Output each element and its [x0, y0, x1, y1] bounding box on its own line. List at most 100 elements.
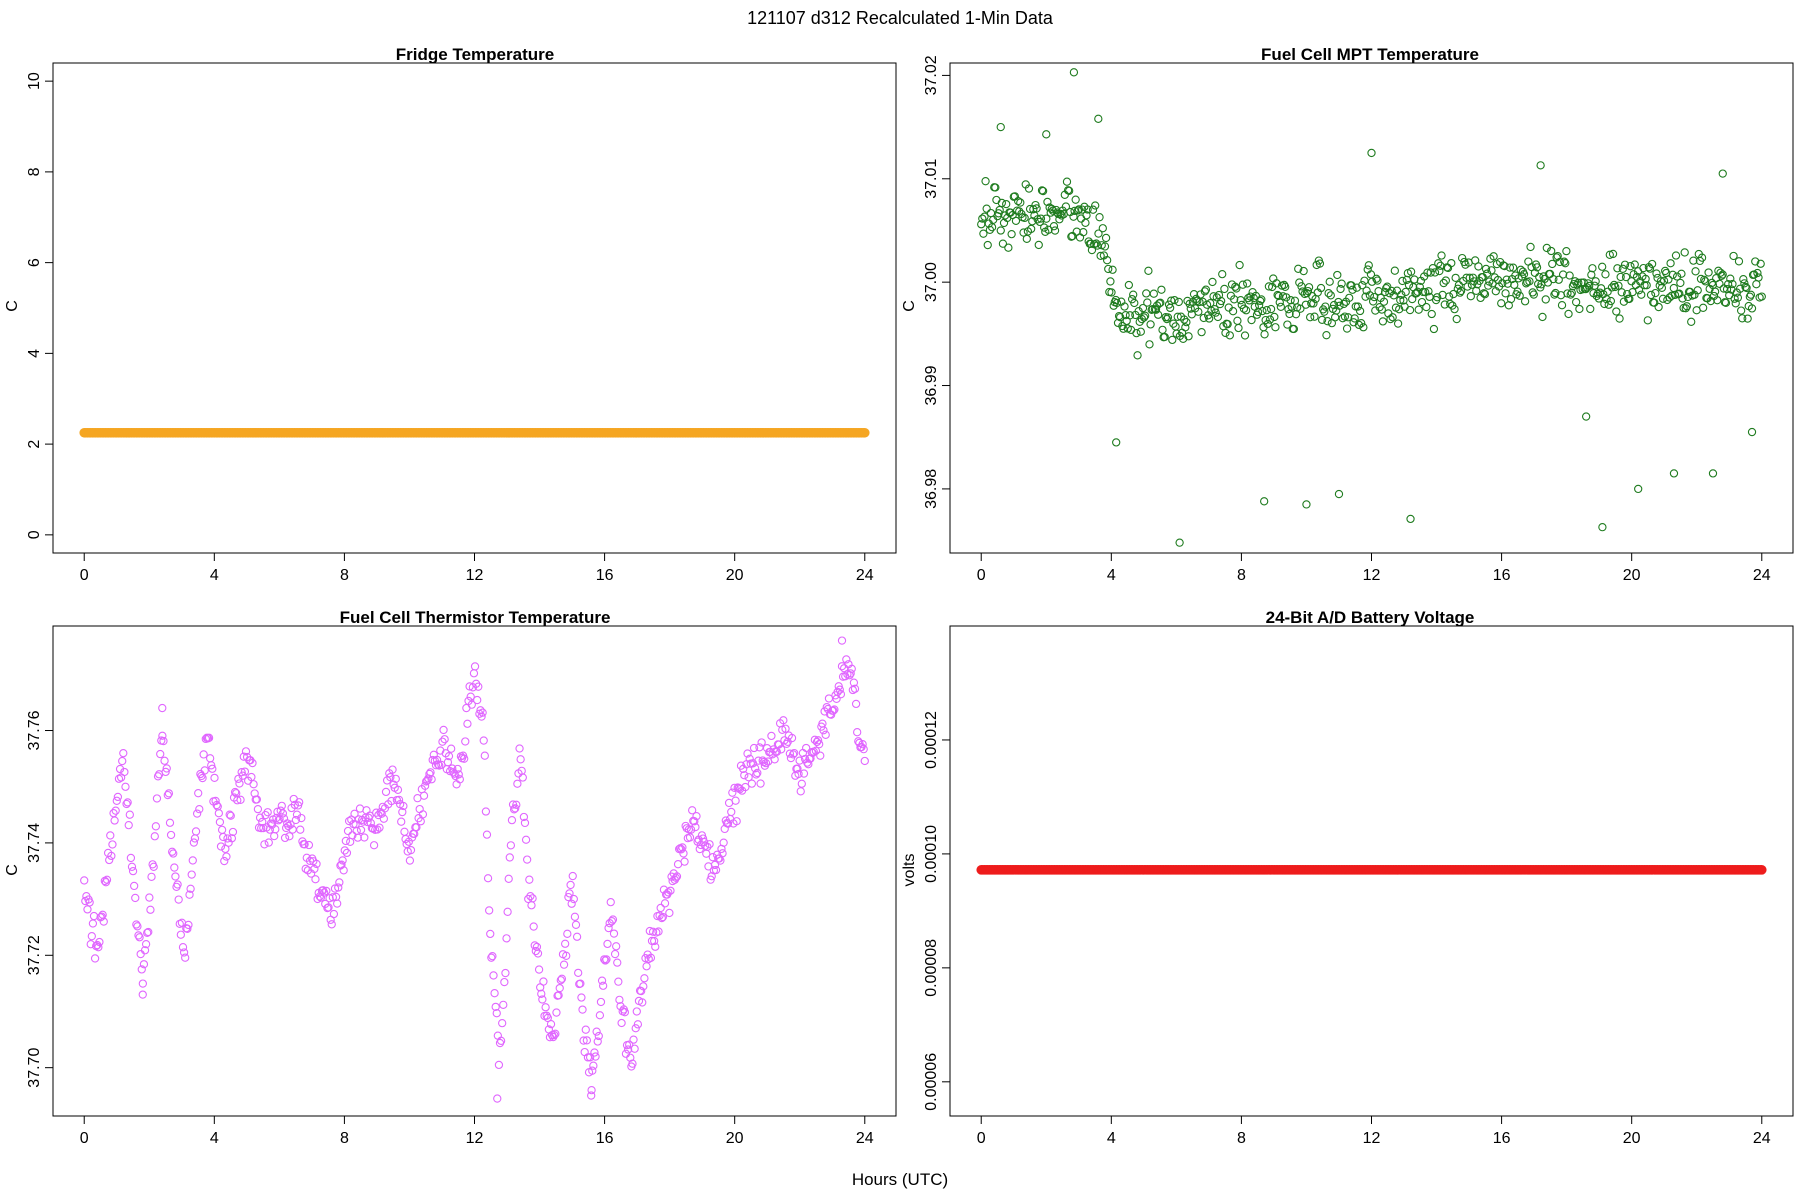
data-point: [1081, 218, 1090, 227]
data-point: [328, 893, 337, 902]
data-point: [418, 810, 428, 819]
x-tick-label: 0: [977, 567, 986, 584]
data-point: [1114, 311, 1124, 321]
data-point: [741, 782, 750, 792]
data-point: [564, 892, 573, 902]
data-point: [220, 856, 229, 866]
data-point: [1071, 195, 1080, 204]
data-point: [538, 995, 547, 1004]
data-point: [463, 719, 472, 728]
data-point: [1241, 306, 1251, 315]
data-point: [1075, 233, 1085, 242]
data-point: [341, 836, 350, 846]
data-point: [1100, 242, 1110, 251]
data-point: [569, 894, 578, 904]
data-point: [664, 888, 673, 897]
data-point: [1236, 296, 1245, 305]
data-point: [1505, 263, 1515, 272]
data-point: [1020, 213, 1029, 223]
data-point: [858, 740, 867, 749]
data-point: [1710, 287, 1720, 296]
data-point: [816, 751, 825, 760]
panel-title: Fuel Cell MPT Temperature: [1261, 45, 1479, 64]
data-point: [1050, 226, 1060, 235]
data-point: [819, 726, 828, 735]
data-point: [859, 427, 870, 438]
data-point: [211, 796, 220, 806]
data-point: [1174, 297, 1183, 307]
data-point: [572, 932, 582, 941]
data-point: [1630, 260, 1639, 269]
data-point: [1083, 205, 1092, 214]
x-axis: 0 4 8 12 16 20 24: [80, 1115, 874, 1147]
data-point: [114, 774, 124, 783]
data-point: [360, 833, 369, 842]
data-point: [1372, 274, 1381, 283]
data-point: [1666, 259, 1675, 268]
data-point: [290, 800, 299, 810]
data-point: [1157, 285, 1166, 294]
data-point: [1566, 290, 1575, 299]
data-point: [222, 852, 231, 861]
data-point: [1057, 211, 1066, 220]
data-point: [613, 958, 622, 967]
data-point: [747, 779, 757, 788]
data-point: [1368, 297, 1378, 306]
data-point: [1355, 306, 1365, 316]
data-point: [1326, 291, 1335, 300]
data-point: [1350, 314, 1359, 323]
data-point: [247, 772, 256, 782]
data-point: [1450, 304, 1459, 314]
data-point: [88, 919, 98, 928]
data-point: [1334, 489, 1344, 499]
data-point: [90, 954, 100, 963]
data-point: [1189, 290, 1199, 299]
data-point: [1120, 302, 1129, 311]
data-point: [1360, 276, 1369, 285]
data-point: [1139, 313, 1149, 322]
data-point: [633, 1020, 643, 1029]
data-point: [204, 733, 214, 742]
y-tick-label: 0.00012: [923, 711, 940, 769]
data-point: [757, 738, 766, 747]
data-point: [1429, 324, 1439, 334]
data-point: [386, 773, 395, 782]
data-point: [255, 813, 265, 822]
data-point: [836, 690, 846, 699]
data-point: [570, 912, 580, 921]
data-point: [89, 911, 99, 921]
data-point: [1198, 297, 1207, 306]
data-point: [504, 874, 513, 883]
data-point: [581, 1025, 590, 1034]
data-point: [221, 844, 230, 854]
data-point: [240, 767, 250, 776]
data-point: [691, 822, 700, 832]
data-point: [248, 758, 257, 768]
data-point: [1027, 224, 1036, 234]
data-point: [1697, 253, 1707, 262]
data-point: [425, 769, 434, 779]
x-tick-label: 8: [1237, 1130, 1246, 1147]
data-point: [1474, 262, 1483, 271]
data-point: [526, 891, 535, 901]
data-point: [223, 834, 232, 843]
data-point: [1481, 264, 1491, 274]
data-point: [493, 1094, 502, 1103]
y-axis-label: C: [901, 300, 918, 312]
data-point: [735, 785, 745, 794]
data-point: [692, 811, 701, 821]
data-point: [1654, 302, 1663, 312]
data-point: [1672, 272, 1682, 281]
data-point: [518, 773, 527, 782]
data-point: [1525, 277, 1534, 286]
data-point: [1562, 246, 1571, 256]
data-point: [1347, 281, 1356, 290]
data-point: [1689, 256, 1698, 265]
data-point: [785, 749, 795, 758]
data-point: [680, 857, 689, 866]
data-point: [1739, 275, 1748, 284]
data-point: [1065, 186, 1074, 195]
data-point: [860, 756, 869, 766]
data-point: [1596, 284, 1606, 293]
data-point: [1233, 316, 1242, 325]
